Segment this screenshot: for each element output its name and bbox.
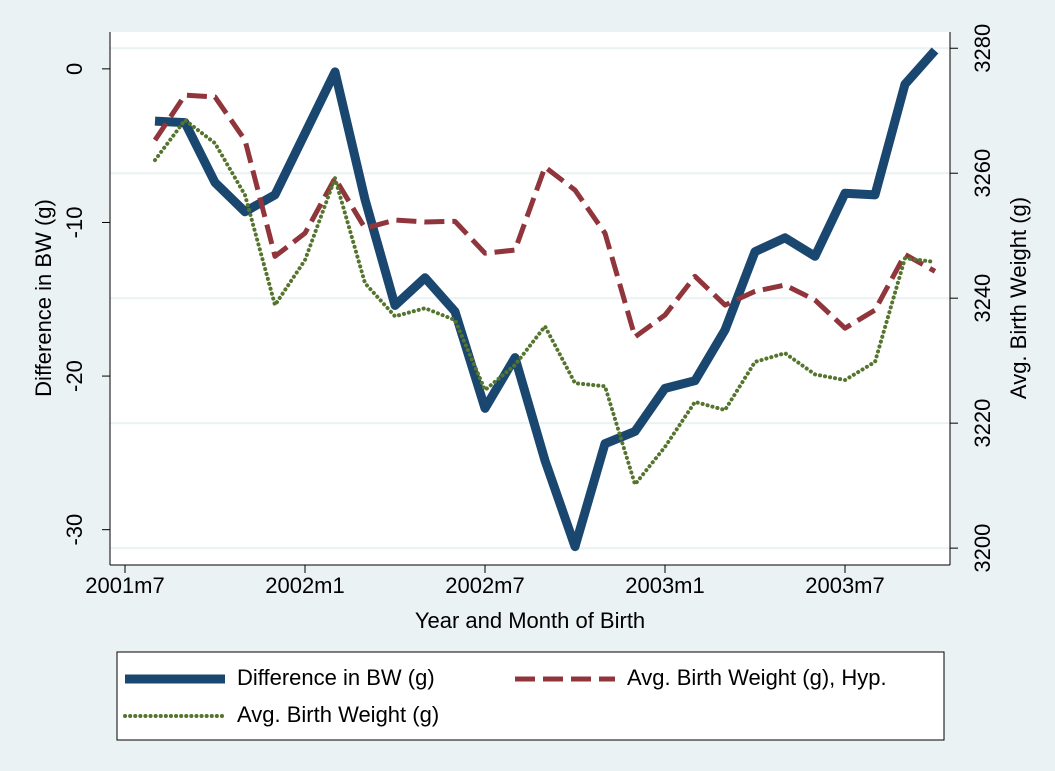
x-tick-label: 2002m7 [445, 573, 525, 598]
x-tick-label: 2003m7 [805, 573, 885, 598]
x-tick-label: 2002m1 [265, 573, 345, 598]
series-line [154, 47, 939, 552]
legend-label: Avg. Birth Weight (g), Hyp. [627, 665, 887, 690]
y-tick-label: 0 [62, 63, 87, 75]
x-axis-title: Year and Month of Birth [415, 608, 645, 633]
y-tick-label: -20 [62, 360, 87, 392]
y2-tick-label: 3280 [970, 24, 995, 73]
y2-tick-label: 3220 [970, 399, 995, 448]
legend-label: Difference in BW (g) [237, 665, 435, 690]
y-tick-label: -30 [62, 514, 87, 546]
y2-tick-label: 3260 [970, 149, 995, 198]
legend-box [116, 651, 945, 741]
y2-tick-label: 3200 [970, 524, 995, 573]
y-axis-title: Difference in BW (g) [31, 199, 56, 397]
y-tick-label: -10 [62, 207, 87, 239]
y2-axis-title: Avg. Birth Weight (g) [1006, 197, 1031, 399]
x-tick-label: 2003m1 [625, 573, 705, 598]
legend-label: Avg. Birth Weight (g) [237, 702, 439, 727]
y2-tick-label: 3240 [970, 274, 995, 323]
x-tick-label: 2001m7 [85, 573, 165, 598]
series-line [152, 92, 937, 340]
series-line [153, 118, 937, 487]
